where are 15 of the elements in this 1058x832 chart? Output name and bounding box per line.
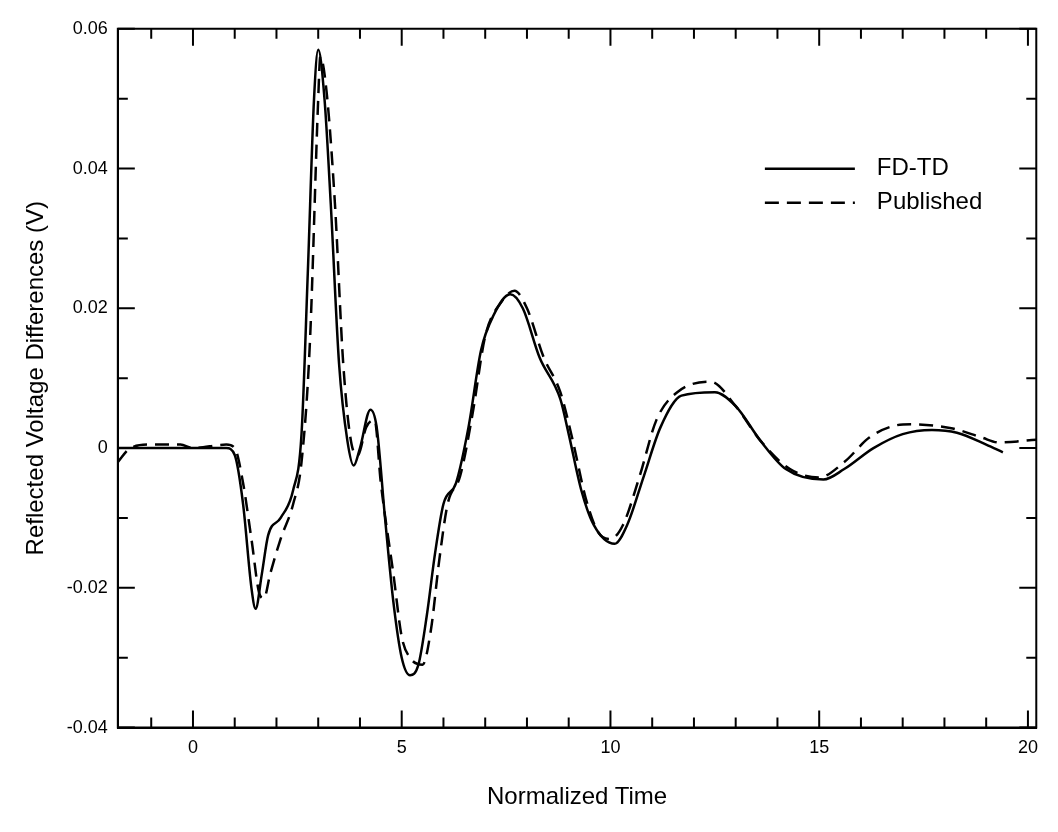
y-tick-label: 0.02 bbox=[72, 297, 108, 318]
y-tick-label: -0.02 bbox=[66, 576, 108, 597]
x-tick-label: 5 bbox=[396, 737, 407, 758]
legend-label: FD-TD bbox=[876, 153, 949, 181]
x-tick-label: 20 bbox=[1017, 737, 1038, 758]
y-tick-label: 0.04 bbox=[72, 157, 108, 178]
y-tick-label: -0.04 bbox=[66, 716, 108, 737]
legend-label: Published bbox=[876, 187, 983, 215]
y-axis-title: Reflected Voltage Differences (V) bbox=[21, 200, 49, 556]
y-tick-label: 0 bbox=[97, 437, 108, 458]
x-tick-label: 15 bbox=[809, 737, 830, 758]
y-tick-label: 0.06 bbox=[72, 17, 108, 38]
x-tick-label: 10 bbox=[600, 737, 621, 758]
x-tick-label: 0 bbox=[187, 737, 198, 758]
x-axis-title: Normalized Time bbox=[487, 782, 668, 810]
